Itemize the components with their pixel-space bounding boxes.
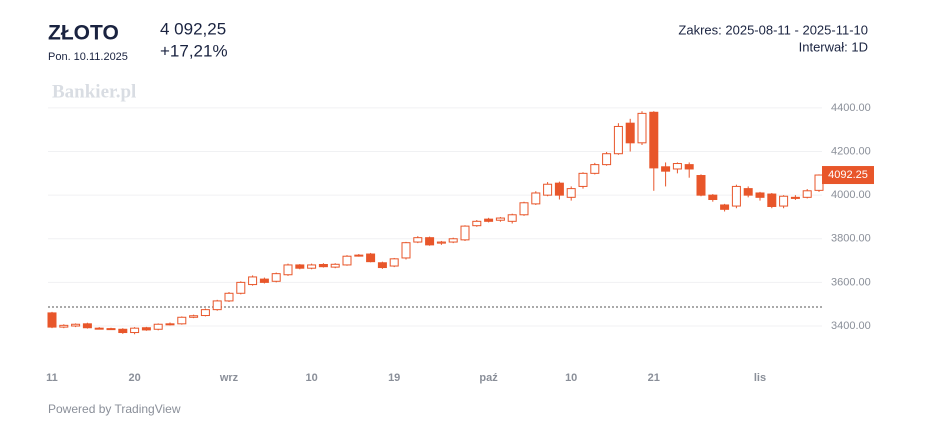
x-tick-label: 21 [648,372,660,384]
last-price-box [822,166,874,185]
candle-body [779,195,789,207]
candle-body [566,188,576,198]
range: Zakres: 2025-08-11 - 2025-11-10 [678,22,868,37]
interval: Interwał: 1D [799,39,868,54]
candle-body [153,323,163,330]
y-tick-label: 4400.00 [831,102,871,114]
date: Pon. 10.11.2025 [48,51,128,63]
candle-body [401,242,411,259]
candle-body [271,273,281,282]
candle-body [507,214,517,222]
candle-body [767,193,777,207]
candle-body [425,237,435,246]
candle-body [82,323,92,329]
candle-body [696,175,706,196]
candle-body [259,278,269,283]
candle-body [602,153,612,166]
candle-body [106,328,116,331]
candle-body [448,238,458,243]
candle-body [790,196,800,199]
candle-body [613,125,623,155]
candle-body [436,241,446,244]
x-tick-label: 10 [565,372,577,384]
candle-body [413,237,423,243]
candle-body [118,328,128,334]
x-tick-label: paź [479,372,498,384]
candle-body [743,188,753,196]
candle-body [130,327,140,334]
candle-body [177,316,187,325]
candle-body [684,164,694,170]
candle-body [366,253,376,263]
candle-body [554,182,564,196]
candle-body [720,204,730,210]
candle-body [637,112,647,144]
candle-body [755,192,765,198]
candle-body [200,309,210,317]
candle-body [236,281,246,294]
candle-body [519,202,529,216]
candle-body [354,254,364,257]
candle-body [802,190,812,198]
candle-body [625,122,635,144]
candle-body [224,292,234,302]
y-tick-label: 3800.00 [831,233,871,245]
candle-body [141,327,151,331]
y-tick-label: 3600.00 [831,276,871,288]
watermark: Bankier.pl [52,81,136,102]
candle-body [389,258,399,267]
candle-body [672,163,682,170]
candle-body [590,164,600,174]
candle-body [649,111,659,169]
x-tick-label: 19 [388,372,400,384]
candle-body [661,166,671,172]
candle-body [165,323,175,326]
price: 4 092,25 [160,19,226,38]
candle-body [484,218,494,222]
candle-body [342,255,352,266]
candle-body [189,315,199,318]
candle-body [248,276,258,286]
candle-body [212,300,222,311]
candle-body [295,264,305,269]
last-price-label: 4092.25 [828,169,868,181]
candle-body [578,172,588,187]
change: +17,21% [160,41,228,60]
candle-body [377,262,387,269]
candle-body [460,225,470,241]
x-tick-label: 10 [305,372,317,384]
y-tick-label: 3400.00 [831,320,871,332]
y-tick-label: 4000.00 [831,189,871,201]
candle-body [94,327,104,330]
candle-body [318,263,328,268]
x-tick-label: 20 [128,372,140,384]
candle-body [531,192,541,205]
candle-body [731,185,741,207]
footer[interactable]: Powered by TradingView [48,402,181,416]
candle-body [283,264,293,276]
candle-body [71,323,81,327]
title: ZŁOTO [48,22,119,45]
candle-body [708,194,718,201]
x-tick-label: wrz [219,372,239,384]
y-tick-label: 4200.00 [831,145,871,157]
candle-body [59,324,69,328]
candle-body [330,263,340,268]
x-tick-label: lis [754,372,766,384]
candle-body [307,264,317,269]
candle-body [543,183,553,196]
candle-body [472,220,482,227]
candle-body [47,312,57,328]
candle-body [814,174,824,191]
candle-body [495,217,505,221]
x-tick-label: 11 [46,372,58,384]
